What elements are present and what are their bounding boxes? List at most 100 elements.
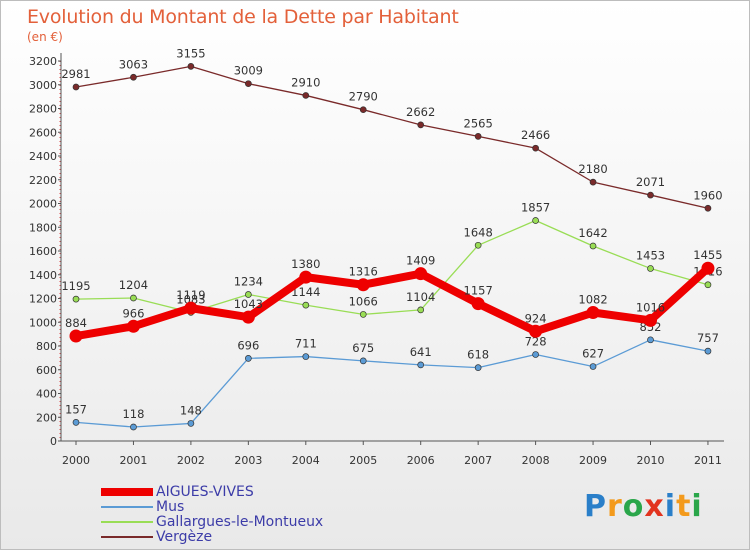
series-line-verg-ze <box>75 65 709 209</box>
data-label: 757 <box>697 331 719 345</box>
y-tick-label: 1200 <box>29 293 57 306</box>
x-tick-label: 2008 <box>522 454 550 467</box>
data-label: 2981 <box>61 67 90 81</box>
x-tick-label: 2011 <box>694 454 722 467</box>
data-label: 1960 <box>693 188 722 202</box>
data-point <box>532 217 539 224</box>
y-tick-label: 1800 <box>29 221 57 234</box>
data-label: 1648 <box>464 225 493 239</box>
data-label: 3063 <box>119 57 148 71</box>
data-point <box>532 144 539 152</box>
legend-swatch <box>101 506 153 508</box>
data-label: 1204 <box>119 278 148 292</box>
data-label: 1082 <box>578 293 607 307</box>
x-tick-label: 2002 <box>177 454 205 467</box>
data-label: 1157 <box>464 284 493 298</box>
data-point <box>184 301 198 315</box>
data-label: 1642 <box>578 226 607 240</box>
data-point <box>126 319 140 333</box>
data-point <box>529 324 543 338</box>
data-point <box>701 261 715 275</box>
data-point <box>299 270 313 284</box>
data-point <box>359 106 367 114</box>
y-tick-label: 3000 <box>29 79 57 92</box>
legend-label: Gallargues-le-Montueux <box>156 514 324 530</box>
data-point <box>302 92 310 99</box>
x-tick-label: 2003 <box>234 454 262 467</box>
data-label: 118 <box>122 407 144 421</box>
data-label: 1144 <box>291 285 320 299</box>
y-tick-label: 200 <box>36 411 57 424</box>
legend-swatch <box>101 488 153 496</box>
data-label: 1195 <box>61 279 90 293</box>
data-label: 696 <box>237 338 259 352</box>
data-label: 618 <box>467 348 489 362</box>
data-label: 1119 <box>176 288 205 302</box>
data-label: 1409 <box>406 254 435 268</box>
data-point <box>72 419 80 426</box>
data-point <box>647 265 654 272</box>
data-point <box>644 313 657 327</box>
data-point <box>359 311 367 318</box>
x-tick-label: 2009 <box>579 454 607 467</box>
data-label: 675 <box>352 341 374 355</box>
y-tick-label: 0 <box>50 435 57 448</box>
data-point <box>130 73 137 81</box>
data-point <box>417 121 425 129</box>
data-label: 2662 <box>406 105 435 119</box>
data-point <box>532 351 539 358</box>
x-tick-label: 2006 <box>407 454 435 467</box>
data-label: 1043 <box>234 297 263 311</box>
data-point <box>245 80 252 88</box>
y-tick-label: 2800 <box>29 103 57 116</box>
y-tick-label: 1000 <box>29 316 57 329</box>
data-point <box>245 291 252 298</box>
data-label: 2071 <box>636 175 665 189</box>
y-tick-label: 400 <box>36 388 57 401</box>
data-point <box>187 62 195 70</box>
data-label: 2180 <box>578 162 607 176</box>
legend-label: Vergèze <box>156 529 213 545</box>
data-point <box>302 353 310 360</box>
y-tick-label: 800 <box>36 340 57 353</box>
data-label: 728 <box>525 335 547 349</box>
data-point <box>471 297 485 311</box>
data-point <box>474 133 482 140</box>
data-point <box>245 355 252 362</box>
x-tick-label: 2000 <box>62 454 90 467</box>
data-point <box>72 295 80 303</box>
data-point <box>589 242 597 250</box>
y-tick-label: 600 <box>36 364 57 377</box>
data-point <box>589 178 597 186</box>
proxiti-logo: Proxiti <box>584 489 703 524</box>
legend-swatch <box>101 521 153 523</box>
y-tick-label: 2400 <box>29 150 57 163</box>
data-point <box>72 83 80 91</box>
data-point <box>647 336 654 344</box>
series-line-gallargues-le-montueux <box>75 219 709 316</box>
data-label: 966 <box>122 306 144 320</box>
data-label: 2790 <box>349 90 378 104</box>
data-label: 2565 <box>464 116 493 130</box>
data-point <box>130 423 137 431</box>
data-label: 627 <box>582 347 604 361</box>
data-label: 1455 <box>693 248 722 262</box>
data-label: 1016 <box>636 300 665 314</box>
x-tick-label: 2007 <box>464 454 492 467</box>
legend-swatch <box>101 536 153 538</box>
data-label: 1857 <box>521 200 550 214</box>
data-point <box>647 191 654 199</box>
data-label: 1380 <box>291 257 320 271</box>
data-point <box>414 267 428 281</box>
series-line-aigues-vives <box>72 264 712 341</box>
data-point <box>417 306 425 314</box>
data-label: 2910 <box>291 75 320 89</box>
data-point <box>69 329 83 343</box>
data-point <box>130 294 137 302</box>
data-label: 157 <box>65 402 87 416</box>
data-point <box>589 363 597 370</box>
data-label: 2466 <box>521 128 550 142</box>
data-label: 1234 <box>234 274 263 288</box>
